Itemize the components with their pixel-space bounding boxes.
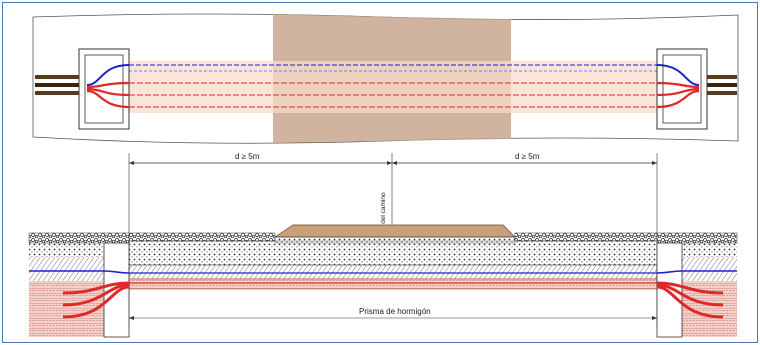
left-manhole-section (28, 232, 130, 338)
prism-band (129, 61, 657, 113)
plan-view (32, 13, 739, 144)
distance-left-label: d ≥ 5m (235, 152, 260, 161)
concrete-prism-section (128, 278, 658, 290)
road-crossing-diagram: d ≥ 5m d ≥ 5m Eje del camino Prisma de h… (28, 13, 739, 338)
prism-label: Prisma de hormigón (359, 307, 431, 316)
right-manhole-section (656, 232, 738, 338)
left-manhole-plan (78, 48, 130, 130)
right-manhole-plan (656, 48, 708, 130)
distance-right-label: d ≥ 5m (515, 152, 540, 161)
road-hump (273, 224, 516, 238)
section-view (28, 224, 738, 338)
road-axis-label: Eje del camino (380, 192, 387, 235)
